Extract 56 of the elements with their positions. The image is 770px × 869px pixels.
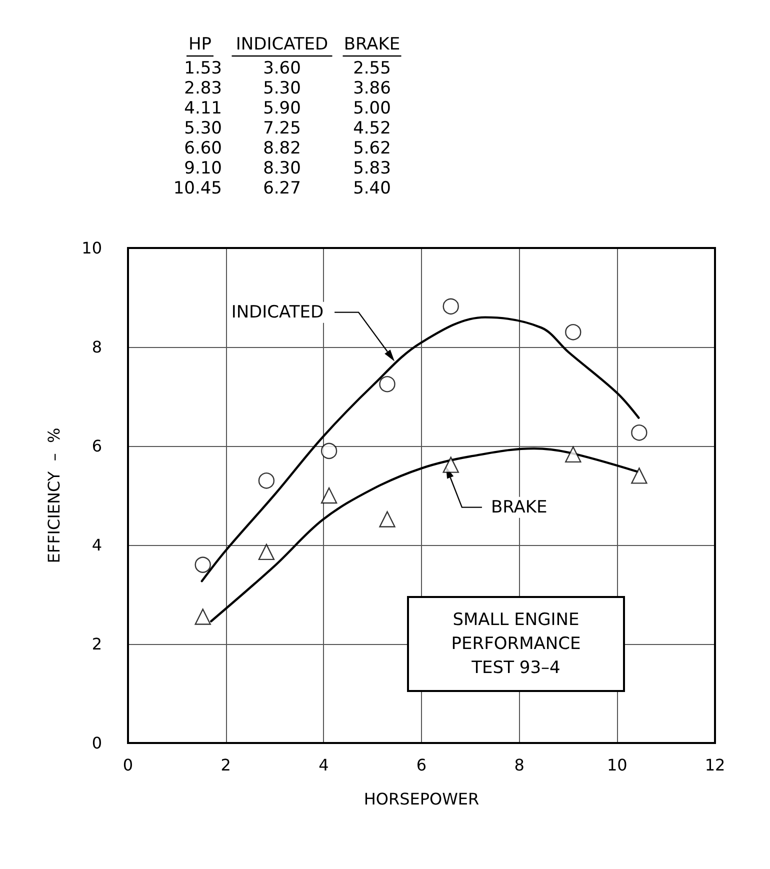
point xyxy=(194,556,211,573)
x-tick-label: 2 xyxy=(220,756,231,774)
point xyxy=(258,544,275,560)
text: 3.60 xyxy=(263,58,301,78)
text: 5.30 xyxy=(263,78,301,98)
text: 8.30 xyxy=(263,158,301,178)
y-tick-label: 2 xyxy=(92,634,102,654)
text: 6.27 xyxy=(263,178,301,198)
text: 5.90 xyxy=(263,98,301,118)
text: 1.53 xyxy=(184,58,222,78)
x-tick-label: 4 xyxy=(318,756,329,774)
text: BRAKE xyxy=(490,497,548,518)
y-tick-label: 6 xyxy=(92,436,102,456)
x-tick-label: 10 xyxy=(606,756,628,774)
text: 2.55 xyxy=(353,58,391,78)
text: 9.10 xyxy=(184,158,222,178)
point xyxy=(442,456,459,473)
point xyxy=(631,424,648,441)
text: 5.00 xyxy=(353,98,391,118)
text: 2.83 xyxy=(184,78,222,98)
point xyxy=(565,324,582,340)
y-tick-label: 0 xyxy=(92,734,102,752)
point xyxy=(379,511,396,528)
text: 4.52 xyxy=(353,118,391,138)
point xyxy=(320,487,338,504)
point xyxy=(442,298,459,315)
text: 5.83 xyxy=(353,158,391,178)
text: 5.62 xyxy=(353,138,391,158)
x-tick-label: 8 xyxy=(514,756,524,774)
text: 4.11 xyxy=(184,98,222,118)
point xyxy=(320,442,338,460)
text: 10.45 xyxy=(173,178,222,198)
point xyxy=(194,608,211,625)
y-tick-label: 8 xyxy=(92,338,102,356)
text: INDICATED xyxy=(236,34,328,54)
text: 6.60 xyxy=(184,138,222,158)
text: 7.25 xyxy=(263,118,301,138)
y-tick-label: 4 xyxy=(92,536,102,554)
point xyxy=(565,446,582,463)
note-box: SMALL ENGINE PERFORMANCE TEST 93–4 xyxy=(407,596,625,692)
text: 8.82 xyxy=(263,138,301,158)
x-axis-title: HORSEPOWER xyxy=(364,790,480,808)
y-tick-label: 10 xyxy=(82,238,102,258)
text: 5.40 xyxy=(353,178,391,198)
text: INDICATED xyxy=(231,302,324,322)
text: 5.30 xyxy=(184,118,222,138)
point xyxy=(631,468,648,484)
point xyxy=(258,472,275,489)
x-tick-label: 6 xyxy=(416,756,427,774)
point xyxy=(379,376,396,392)
text: HP xyxy=(188,34,212,54)
y-axis-title: EFFICIENCY – % xyxy=(44,428,64,564)
x-tick-label: 0 xyxy=(122,756,134,774)
x-tick-label: 12 xyxy=(704,756,726,774)
text: BRAKE xyxy=(344,34,400,54)
text: 3.86 xyxy=(353,78,391,98)
